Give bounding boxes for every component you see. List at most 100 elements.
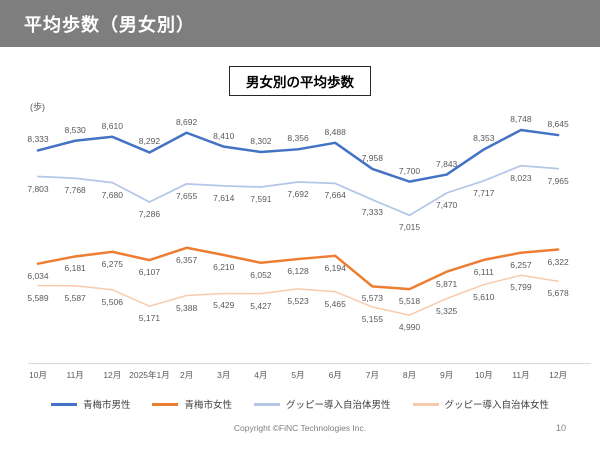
series-line-0: [36, 128, 560, 183]
legend-line-marker: [254, 402, 280, 406]
data-label: 7,803: [27, 183, 49, 194]
data-label: 4,990: [398, 322, 421, 333]
footer-copyright: Copyright ©FiNC Technologies Inc.: [233, 423, 367, 433]
data-label: 8,410: [213, 130, 235, 141]
page-number: 10: [555, 423, 566, 433]
data-label: 7,958: [361, 152, 383, 163]
data-label: 7,664: [324, 190, 346, 201]
legend-line-marker: [152, 402, 179, 406]
data-label: 6,111: [473, 266, 494, 277]
data-label: 8,302: [250, 135, 272, 146]
y-axis-unit-label: (歩): [30, 102, 45, 112]
legend-item-3: グッピー導入自治体女性: [412, 397, 550, 411]
chart-legend: 青梅市男性 青梅市女性 グッピー導入自治体男性 グッピー導入自治体女性: [0, 397, 600, 411]
data-label: 8,353: [473, 133, 495, 144]
data-label: 5,506: [101, 296, 123, 307]
page-title: 平均歩数（男女別）: [24, 14, 195, 35]
legend-item-2: グッピー導入自治体男性: [254, 397, 391, 411]
data-label: 5,587: [64, 292, 86, 303]
data-label: 8,023: [510, 172, 532, 183]
data-label: 5,871: [436, 278, 458, 289]
data-label: 6,275: [101, 258, 123, 269]
data-label: 5,171: [138, 313, 161, 324]
data-label: 6,210: [213, 262, 235, 273]
data-label: 6,181: [64, 263, 86, 274]
data-label: 6,128: [287, 266, 309, 277]
x-axis-label: 11月: [512, 370, 530, 380]
data-label: 5,523: [287, 295, 309, 306]
x-axis-label: 2月: [179, 370, 194, 380]
data-label: 6,357: [175, 254, 198, 265]
x-axis-label: 2025年1月: [129, 370, 170, 380]
series-line-1: [36, 246, 560, 291]
x-axis-label: 11月: [66, 370, 84, 380]
legend-label: グッピー導入自治体男性: [286, 400, 391, 411]
x-axis-label: 12月: [103, 370, 122, 380]
data-label: 8,530: [64, 124, 86, 135]
legend-label: 青梅市男性: [82, 400, 131, 411]
data-label: 6,034: [27, 270, 49, 281]
legend-line-marker: [50, 402, 77, 406]
x-axis-label: 8月: [402, 370, 417, 380]
series-line-2: [37, 164, 559, 217]
legend-label: 青梅市女性: [184, 400, 232, 411]
page-title-bar: 平均歩数（男女別）: [0, 0, 600, 47]
data-label: 5,589: [27, 292, 49, 303]
legend-item-1: 青梅市女性: [152, 397, 232, 411]
data-label: 7,333: [361, 206, 383, 217]
x-axis-label: 3月: [217, 370, 231, 380]
data-label: 5,465: [324, 298, 346, 309]
data-label: 5,155: [361, 313, 383, 324]
data-label: 5,325: [436, 305, 458, 316]
data-label: 7,768: [64, 185, 86, 196]
legend-item-0: 青梅市男性: [50, 397, 131, 411]
data-label: 5,573: [361, 293, 383, 304]
data-label: 7,614: [213, 192, 235, 203]
x-axis-label: 10月: [474, 370, 493, 380]
data-label: 8,356: [287, 133, 309, 144]
data-label: 7,655: [175, 190, 198, 201]
data-label: 5,799: [510, 282, 532, 293]
x-axis-label: 10月: [29, 370, 47, 380]
data-label: 8,333: [27, 134, 49, 145]
data-label: 5,678: [547, 288, 569, 299]
data-label: 5,388: [175, 302, 198, 313]
x-axis-label: 4月: [254, 370, 268, 380]
data-label: 5,518: [398, 296, 421, 307]
chart-title: 男女別の平均歩数: [229, 66, 371, 96]
data-label: 7,717: [473, 187, 495, 198]
x-axis-label: 9月: [440, 370, 454, 380]
data-label: 8,610: [101, 120, 123, 131]
data-label: 8,488: [324, 126, 346, 137]
data-label: 6,052: [250, 269, 272, 280]
data-label: 7,692: [287, 189, 309, 200]
data-label: 5,427: [250, 300, 272, 311]
data-label: 7,965: [547, 175, 569, 186]
data-label: 6,107: [138, 267, 161, 278]
data-label: 5,610: [473, 291, 495, 302]
data-label: 8,292: [138, 136, 161, 147]
legend-line-marker: [412, 402, 439, 406]
x-axis-label: 12月: [549, 370, 568, 380]
data-label: 7,843: [436, 158, 458, 169]
data-label: 7,015: [398, 222, 421, 233]
x-axis-label: 6月: [328, 370, 342, 380]
data-label: 6,194: [324, 262, 346, 273]
data-label: 7,591: [250, 193, 272, 204]
x-axis-label: 7月: [365, 370, 379, 380]
data-label: 6,322: [547, 256, 569, 267]
data-label: 8,748: [510, 114, 532, 124]
data-label: 8,692: [175, 116, 198, 127]
data-label: 7,680: [101, 189, 123, 200]
x-axis-label: 5月: [291, 370, 305, 380]
data-label: 7,286: [138, 209, 161, 220]
data-label: 5,429: [213, 300, 235, 311]
data-label: 7,700: [398, 165, 421, 176]
legend-label: グッピー導入自治体女性: [444, 400, 550, 411]
series-line-3: [37, 274, 559, 316]
data-label: 6,257: [510, 259, 532, 270]
data-label: 7,470: [436, 199, 458, 210]
data-label: 8,645: [547, 119, 569, 130]
